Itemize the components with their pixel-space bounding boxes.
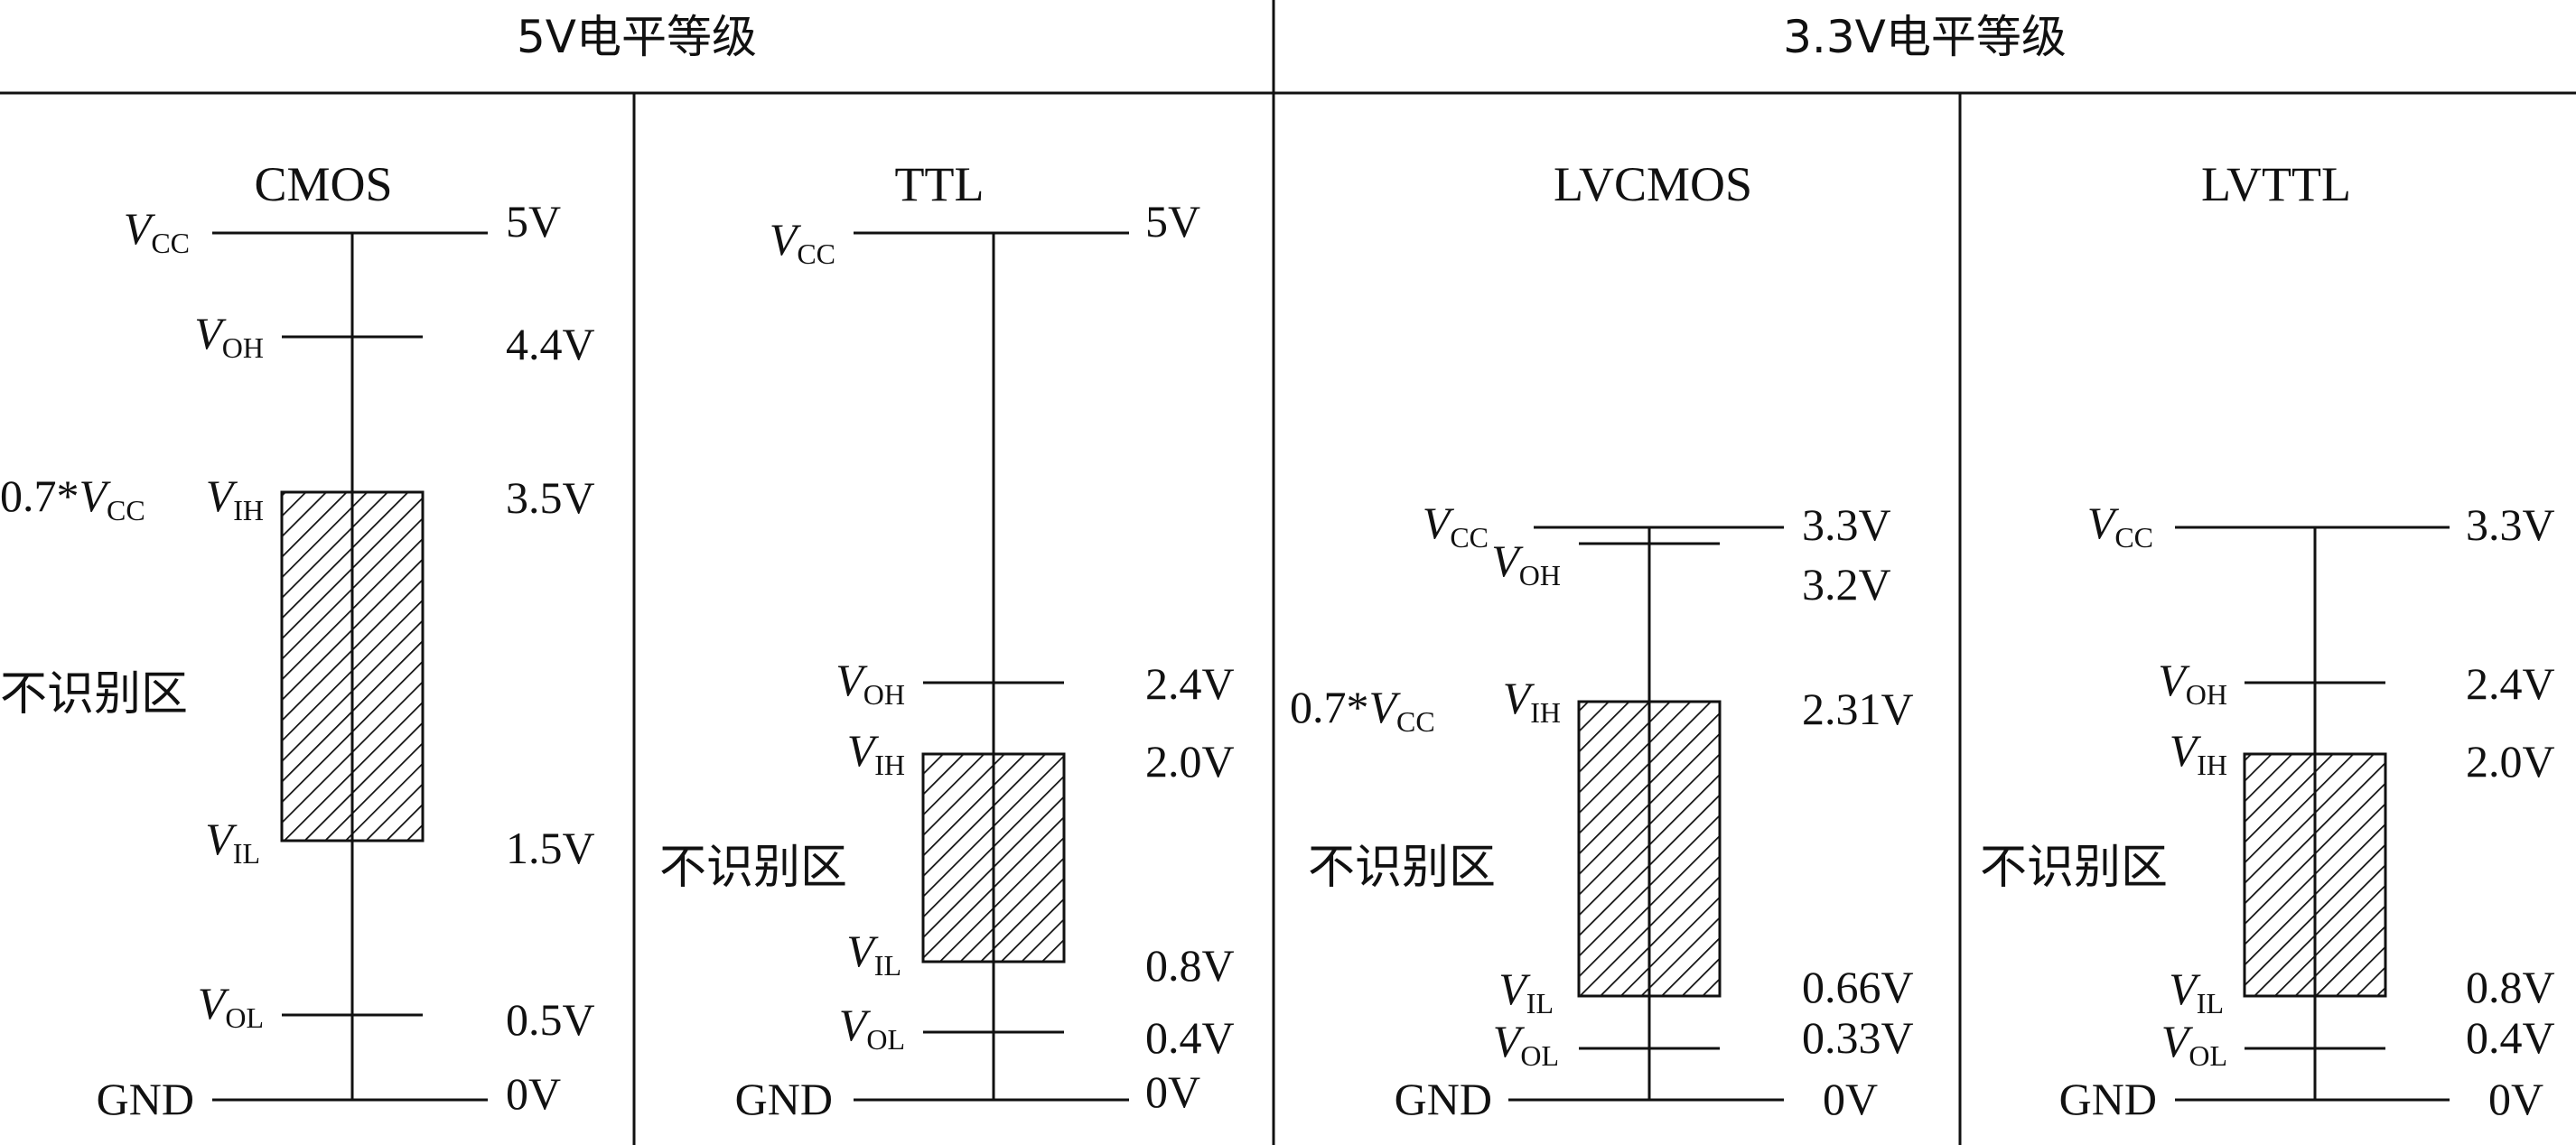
gnd-value: 0V <box>1145 1066 1200 1117</box>
voh-value: 3.2V <box>1802 559 1891 610</box>
panel-cmos: CMOS VCC 5V VOH 4.4V 0.7*VCC VIH 3.5V 不识… <box>0 157 595 1124</box>
panel-title: CMOS <box>254 157 392 211</box>
gnd-label: GND <box>2059 1074 2157 1124</box>
vcc-label: VCC <box>1423 498 1489 554</box>
undefined-zone-hatch <box>2243 752 2387 998</box>
undefined-zone-label: 不识别区 <box>1308 841 1496 895</box>
gnd-label: GND <box>97 1074 194 1124</box>
gnd-value: 0V <box>1823 1074 1878 1124</box>
vcc-label: VCC <box>2087 498 2153 554</box>
vcc-label: VCC <box>770 214 835 270</box>
vol-value: 0.33V <box>1802 1012 1914 1063</box>
vil-label: VIL <box>205 814 260 870</box>
vih-label: VIH <box>847 725 905 781</box>
undefined-zone-label: 不识别区 <box>1980 841 2168 895</box>
panel-title: TTL <box>895 157 985 211</box>
vih-value: 2.31V <box>1802 684 1914 734</box>
panel-ttl: TTL VCC 5V VOH 2.4V VIH 2.0V 不识别区 VIL 0.… <box>659 157 1235 1124</box>
vil-label: VIL <box>1498 963 1554 1019</box>
gnd-label: GND <box>735 1074 833 1124</box>
panel-lvttl: LVTTL VCC 3.3V VOH 2.4V VIH 2.0V 不识别区 VI… <box>1980 157 2555 1124</box>
vih-label: VIH <box>2170 725 2227 781</box>
undefined-zone-hatch <box>1577 700 1722 998</box>
voh-value: 2.4V <box>1145 658 1235 709</box>
vcc-value: 5V <box>1145 196 1200 247</box>
group-title-5v: 5V电平等级 <box>517 11 757 63</box>
vih-prefix-label: 0.7*VCC <box>0 470 145 526</box>
vil-label: VIL <box>2169 963 2224 1019</box>
vcc-label: VCC <box>124 203 190 259</box>
vol-value: 0.5V <box>506 994 595 1045</box>
undefined-zone-label: 不识别区 <box>659 841 847 895</box>
voh-value: 2.4V <box>2466 658 2555 709</box>
vol-label: VOL <box>1493 1016 1559 1072</box>
voh-label: VOH <box>1491 535 1561 591</box>
panel-title: LVCMOS <box>1554 157 1752 211</box>
vih-value: 2.0V <box>1145 736 1235 787</box>
vil-value: 1.5V <box>506 823 595 873</box>
panel-title: LVTTL <box>2201 157 2351 211</box>
vol-label: VOL <box>839 1000 905 1056</box>
gnd-label: GND <box>1395 1074 1492 1124</box>
undefined-zone-hatch <box>280 490 425 842</box>
vih-label: VIH <box>206 470 264 526</box>
vil-label: VIL <box>846 926 901 982</box>
vol-value: 0.4V <box>2466 1012 2555 1063</box>
voh-label: VOH <box>2158 655 2227 711</box>
vih-value: 2.0V <box>2466 736 2555 787</box>
group-title-3v3: 3.3V电平等级 <box>1783 11 2067 63</box>
vol-label: VOL <box>2161 1016 2227 1072</box>
vih-label: VIH <box>1503 673 1561 729</box>
vil-value: 0.8V <box>1145 940 1235 991</box>
vcc-value: 3.3V <box>1802 499 1891 550</box>
vcc-value: 3.3V <box>2466 499 2555 550</box>
voh-label: VOH <box>835 655 905 711</box>
vil-value: 0.8V <box>2466 962 2555 1012</box>
gnd-value: 0V <box>506 1068 561 1119</box>
vih-value: 3.5V <box>506 472 595 523</box>
panel-lvcmos: LVCMOS VCC 3.3V VOH 3.2V 0.7*VCC VIH 2.3… <box>1290 157 1914 1124</box>
vcc-value: 5V <box>506 196 561 247</box>
undefined-zone-label: 不识别区 <box>0 667 188 721</box>
voh-label: VOH <box>194 308 264 364</box>
vih-prefix-label: 0.7*VCC <box>1290 682 1435 738</box>
undefined-zone-hatch <box>921 752 1066 963</box>
vol-value: 0.4V <box>1145 1012 1235 1063</box>
vol-label: VOL <box>198 978 264 1034</box>
voh-value: 4.4V <box>506 319 595 369</box>
vil-value: 0.66V <box>1802 962 1914 1012</box>
gnd-value: 0V <box>2488 1074 2543 1124</box>
